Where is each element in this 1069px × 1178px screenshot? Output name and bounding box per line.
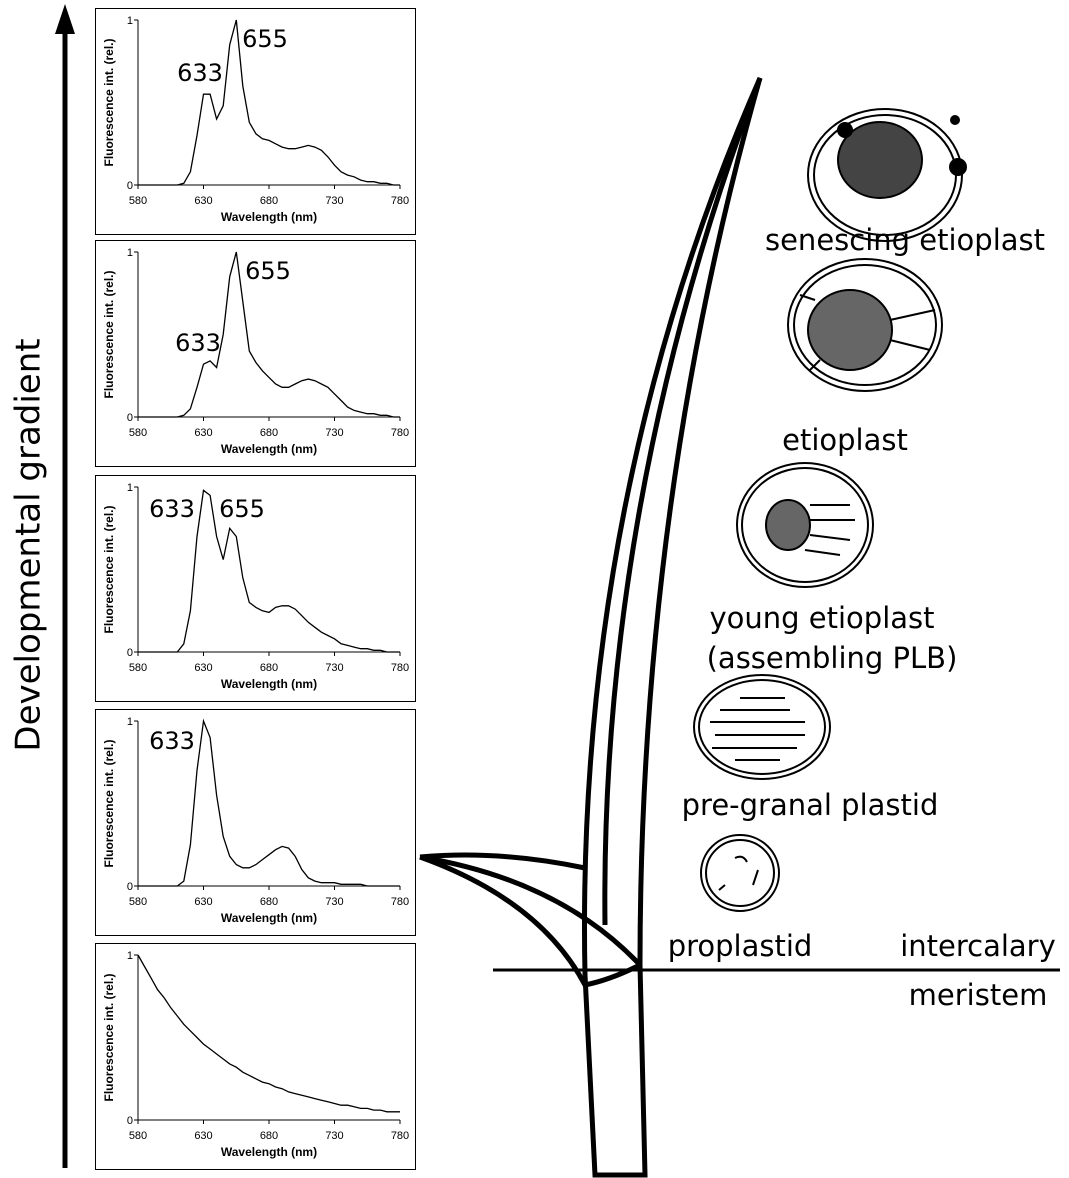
x-tick-label: 730: [325, 662, 343, 674]
spectrum-line: [138, 251, 400, 418]
x-tick-label: 580: [129, 427, 147, 439]
spectrum-chart: 580 630 680 730 780 0 1 Wavelength (nm) Fluoresc…: [95, 240, 416, 467]
x-tick-label: 630: [194, 896, 212, 908]
x-axis-label: Wavelength (nm): [221, 677, 317, 691]
y-tick-label: 0: [127, 412, 133, 424]
x-tick-label: 630: [194, 662, 212, 674]
spectrum-chart: 580 630 680 730 780 0 1 Wavelength (nm) Fluoresc…: [95, 943, 416, 1170]
leaf: [419, 76, 763, 1178]
y-tick-label: 1: [127, 247, 133, 259]
y-axis-label: Fluorescence int. (rel.): [102, 270, 116, 398]
peak-label: 633: [149, 727, 195, 755]
peak-label: 633: [175, 329, 221, 357]
meristem-label: intercalary: [900, 929, 1056, 963]
spectrum-chart: 580 630 680 730 780 0 1 Wavelength (nm) Fluoresc…: [95, 709, 416, 936]
x-tick-label: 680: [260, 195, 278, 207]
x-tick-label: 630: [194, 427, 212, 439]
x-tick-label: 580: [129, 662, 147, 674]
y-tick-label: 0: [127, 881, 133, 893]
x-tick-label: 780: [391, 662, 409, 674]
x-tick-label: 580: [129, 1130, 147, 1142]
spectrum-line: [138, 718, 400, 887]
y-tick-label: 0: [127, 1115, 133, 1127]
x-axis-label: Wavelength (nm): [221, 911, 317, 925]
x-axis-label: Wavelength (nm): [221, 442, 317, 456]
peak-label: 633: [177, 59, 223, 87]
x-tick-label: 680: [260, 427, 278, 439]
x-axis-label: Wavelength (nm): [221, 210, 317, 224]
x-tick-label: 780: [391, 195, 409, 207]
chart-frame: [95, 240, 416, 467]
x-tick-label: 730: [325, 427, 343, 439]
peak-label: 655: [245, 257, 291, 285]
peak-label: 633: [149, 495, 195, 523]
x-tick-label: 680: [260, 1130, 278, 1142]
chart-frame: [95, 475, 416, 702]
x-axis-label: Wavelength (nm): [221, 1145, 317, 1159]
y-tick-label: 0: [127, 647, 133, 659]
plastid-label: proplastid: [668, 929, 813, 963]
y-tick-label: 0: [127, 180, 133, 192]
x-tick-label: 630: [194, 195, 212, 207]
chart-frame: [95, 943, 416, 1170]
x-tick-label: 680: [260, 896, 278, 908]
chart-frame: [95, 8, 416, 235]
x-tick-label: 630: [194, 1130, 212, 1142]
x-tick-label: 580: [129, 896, 147, 908]
peak-label: 655: [219, 495, 265, 523]
y-tick-label: 1: [127, 482, 133, 494]
x-tick-label: 780: [391, 896, 409, 908]
x-tick-label: 730: [325, 1130, 343, 1142]
y-tick-label: 1: [127, 950, 133, 962]
spectrum-line: [137, 954, 400, 1113]
y-tick-label: 1: [127, 716, 133, 728]
y-axis-label: Fluorescence int. (rel.): [102, 505, 116, 633]
y-axis-label: Fluorescence int. (rel.): [102, 739, 116, 867]
y-axis-label: Fluorescence int. (rel.): [102, 38, 116, 166]
plastid-label: pre-granal plastid: [682, 788, 939, 822]
x-tick-label: 730: [325, 195, 343, 207]
spectrum-chart: 580 630 680 730 780 0 1 Wavelength (nm) Fluoresc…: [95, 8, 416, 235]
x-tick-label: 580: [129, 195, 147, 207]
x-tick-label: 680: [260, 662, 278, 674]
spectrum-chart: 580 630 680 730 780 0 1 Wavelength (nm) Fluoresc…: [95, 475, 416, 702]
spectrum-line: [138, 19, 400, 186]
plastid-drawings: [693, 108, 967, 912]
plastid-label: senescing etioplast: [765, 223, 1045, 257]
x-tick-label: 730: [325, 896, 343, 908]
chart-frame: [95, 709, 416, 936]
plastid-note: (assembling PLB): [707, 641, 958, 675]
plastid-label: young etioplast: [709, 601, 934, 635]
spectrum-line: [138, 489, 400, 653]
plastid-label: etioplast: [782, 423, 908, 457]
gradient-label: Developmental gradient: [9, 338, 49, 751]
y-axis-label: Fluorescence int. (rel.): [102, 973, 116, 1101]
peak-label: 655: [242, 25, 288, 53]
meristem-label: meristem: [909, 978, 1048, 1012]
x-tick-label: 780: [391, 427, 409, 439]
x-tick-label: 780: [391, 1130, 409, 1142]
y-tick-label: 1: [127, 15, 133, 27]
arrow-head: [55, 4, 75, 34]
